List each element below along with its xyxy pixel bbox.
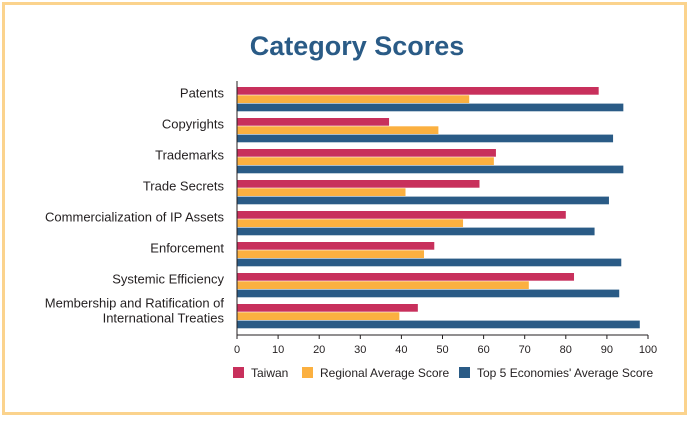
bars-group	[237, 87, 640, 329]
bar-2-4	[237, 188, 406, 196]
bar-2-8	[237, 312, 400, 320]
bar-1-4	[237, 180, 480, 188]
bar-2-3	[237, 157, 494, 165]
bar-1-3	[237, 149, 496, 157]
x-tick-label-7: 60	[477, 344, 489, 356]
x-tick-label-6: 50	[436, 344, 448, 356]
legend: Taiwan Regional Average Score Top 5 Econom…	[233, 366, 654, 380]
x-tick-label-5: 40	[395, 344, 407, 356]
bar-2-5	[237, 219, 464, 227]
bar-3-4	[237, 196, 609, 205]
legend-label-2: Regional Average Score	[320, 366, 450, 380]
bar-2-1	[237, 95, 470, 103]
bar-2-7	[237, 281, 529, 289]
x-tick-label-11: 100	[639, 344, 657, 356]
x-tick-label-8: 70	[519, 344, 531, 356]
x-tick-label-10: 90	[601, 344, 613, 356]
bar-3-2	[237, 134, 614, 143]
bar-2-2	[237, 126, 439, 134]
x-axis: 0 10 20 30 40 50 60 70 80 90 100	[234, 81, 657, 356]
legend-swatch-2	[302, 367, 313, 378]
bar-3-1	[237, 103, 624, 112]
chart-frame	[2, 2, 687, 415]
category-label-8-line-2: International Treaties	[103, 310, 225, 325]
bar-1-7	[237, 273, 575, 281]
bar-1-5	[237, 211, 566, 219]
bar-1-2	[237, 118, 390, 126]
bar-1-6	[237, 242, 435, 250]
category-label-3: Trademarks	[155, 147, 224, 162]
legend-swatch-3	[459, 367, 470, 378]
bar-3-5	[237, 227, 595, 236]
category-label-5: Commercialization of IP Assets	[45, 209, 224, 224]
category-label-4: Trade Secrets	[143, 178, 225, 193]
bar-3-6	[237, 258, 622, 267]
legend-label-1: Taiwan	[251, 366, 288, 380]
bar-3-7	[237, 289, 620, 298]
category-label-8-line-1: Membership and Ratification of	[45, 295, 225, 310]
x-tick-label-3: 20	[313, 344, 325, 356]
x-tick-label-2: 10	[272, 344, 284, 356]
bar-3-8	[237, 320, 640, 329]
bar-3-3	[237, 165, 624, 174]
x-tick-label-9: 80	[560, 344, 572, 356]
category-labels: Patents Copyrights Trademarks Trade Secrets…	[45, 85, 225, 325]
legend-swatch-1	[233, 367, 244, 378]
category-label-2: Copyrights	[162, 116, 225, 131]
category-label-7: Systemic Efficiency	[112, 271, 224, 286]
legend-label-3: Top 5 Economies' Average Score	[477, 366, 654, 380]
category-label-6: Enforcement	[150, 240, 224, 255]
category-label-1: Patents	[180, 85, 225, 100]
x-tick-label-1: 0	[234, 344, 240, 356]
x-tick-label-4: 30	[354, 344, 366, 356]
bar-1-1	[237, 87, 599, 95]
bar-1-8	[237, 304, 418, 312]
chart-title: Category Scores	[250, 31, 465, 61]
bar-2-6	[237, 250, 425, 258]
